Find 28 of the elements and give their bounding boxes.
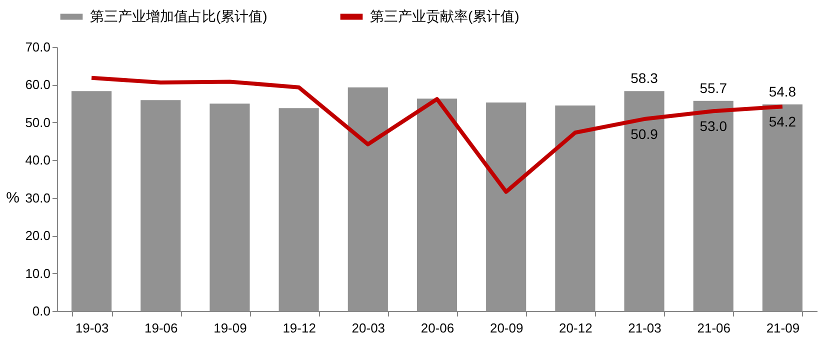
y-tick-label: 60.0 bbox=[25, 77, 50, 92]
data-label: 54.2 bbox=[768, 114, 796, 130]
y-tick-label: 40.0 bbox=[25, 152, 50, 168]
x-tick-label: 20-06 bbox=[420, 320, 454, 336]
y-tick-label: 10.0 bbox=[25, 266, 50, 281]
data-label: 50.9 bbox=[630, 126, 658, 142]
x-tick-label: 20-12 bbox=[559, 320, 592, 336]
y-tick-label: 30.0 bbox=[25, 190, 50, 206]
x-tick-label: 20-09 bbox=[490, 320, 524, 336]
x-tick-label: 20-03 bbox=[352, 320, 386, 336]
y-tick-label: 50.0 bbox=[25, 114, 50, 130]
x-tick-label: 21-09 bbox=[766, 320, 800, 336]
x-tick-label: 19-12 bbox=[282, 320, 316, 336]
y-tick-label: 70.0 bbox=[25, 40, 50, 54]
x-tick-label: 21-03 bbox=[628, 320, 662, 336]
data-label: 55.7 bbox=[700, 80, 728, 96]
data-label: 58.3 bbox=[630, 70, 658, 86]
y-tick-label: 0.0 bbox=[32, 304, 50, 318]
x-tick-label: 19-06 bbox=[144, 320, 178, 336]
y-tick-label: 20.0 bbox=[25, 228, 50, 244]
data-label: 54.8 bbox=[768, 83, 796, 100]
y-axis-title: % bbox=[6, 190, 20, 206]
data-label: 53.0 bbox=[700, 118, 728, 134]
legend-label: 第三产业增加值占比(累计值) bbox=[90, 8, 268, 24]
legend-label: 第三产业贡献率(累计值) bbox=[370, 8, 520, 24]
x-tick-label: 19-09 bbox=[214, 320, 247, 336]
x-tick-label: 21-06 bbox=[697, 320, 730, 336]
x-tick-label: 19-03 bbox=[75, 320, 109, 336]
